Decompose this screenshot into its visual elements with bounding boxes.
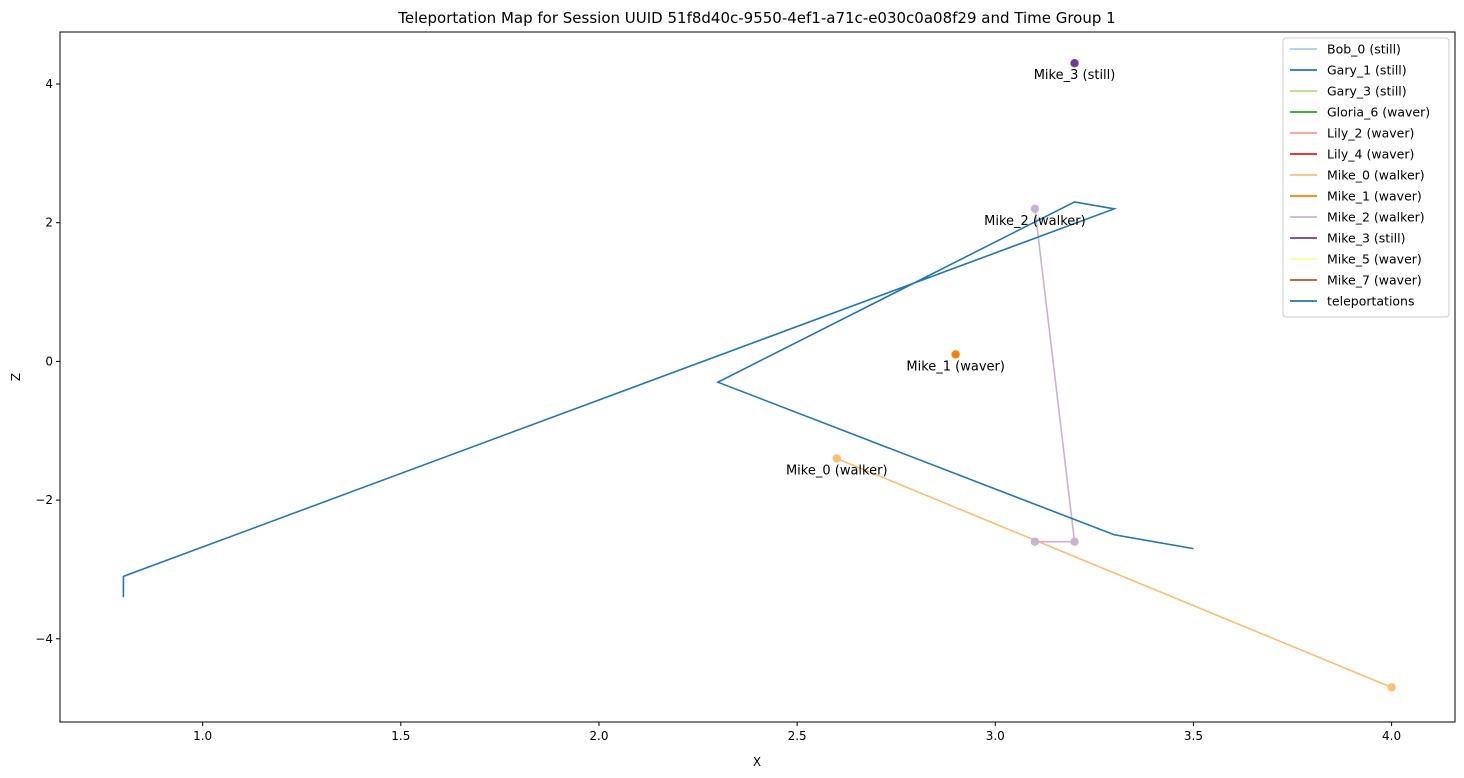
x-tick-label: 2.5 (788, 729, 807, 743)
point-annotation-mike-3-still: Mike_3 (still) (1034, 68, 1116, 83)
y-tick-label: 4 (45, 77, 53, 91)
data-point-mike-1-waver (951, 350, 960, 359)
x-axis-ticks: 1.0 1.5 2.0 2.5 3.0 3.5 4.0 (193, 722, 1401, 743)
x-tick-label: 2.0 (589, 729, 608, 743)
series-line-mike-0-walker (836, 457, 1392, 689)
data-point-mike-0-walker (832, 454, 841, 463)
series-line-mike-2-walker (1034, 208, 1076, 543)
legend-entry-gloria-6-waver: Gloria_6 (waver) (1327, 105, 1430, 120)
legend-entry-mike-2-walker: Mike_2 (walker) (1327, 210, 1425, 225)
legend-entry-mike-0-walker: Mike_0 (walker) (1327, 168, 1425, 183)
y-tick-label: 2 (45, 216, 53, 230)
legend-entry-teleportations: teleportations (1327, 294, 1415, 309)
x-axis-label: X (753, 755, 761, 769)
y-tick-label: 0 (45, 354, 53, 368)
x-tick-label: 3.0 (986, 729, 1005, 743)
legend-entry-gary-1-still: Gary_1 (still) (1327, 63, 1407, 78)
legend: Bob_0 (still) Gary_1 (still) Gary_3 (still… (1282, 37, 1450, 318)
legend-entry-lily-2-waver: Lily_2 (waver) (1327, 126, 1414, 141)
x-tick-label: 4.0 (1382, 729, 1401, 743)
legend-entry-mike-1-waver: Mike_1 (waver) (1327, 189, 1422, 204)
point-annotation-mike-2-walker: Mike_2 (walker) (984, 214, 1086, 229)
point-annotation-mike-1-waver: Mike_1 (waver) (906, 359, 1005, 374)
plot-area: Mike_0 (walker) Mike_1 (waver) Mike_2 (wal… (122, 59, 1396, 692)
data-point-mike-2-walker (1030, 204, 1040, 214)
data-point-mike-2-walker (1030, 537, 1040, 546)
plot-frame (59, 31, 1456, 723)
y-tick-label: −2 (35, 493, 53, 507)
legend-entry-mike-5-waver: Mike_5 (waver) (1327, 252, 1422, 267)
data-point-mike-0-walker (1387, 683, 1396, 692)
legend-box (1282, 37, 1450, 318)
y-axis-label: Z (9, 373, 23, 381)
legend-entry-mike-7-waver: Mike_7 (waver) (1327, 273, 1422, 288)
legend-entry-lily-4-waver: Lily_4 (waver) (1327, 147, 1414, 162)
data-point-mike-2-walker (1070, 537, 1079, 546)
chart-title: Teleportation Map for Session UUID 51f8d… (397, 9, 1115, 27)
y-tick-label: −4 (35, 632, 53, 646)
data-point-mike-3-still (1070, 59, 1079, 68)
legend-entry-mike-3-still: Mike_3 (still) (1327, 231, 1406, 246)
x-tick-label: 3.5 (1184, 729, 1203, 743)
series-line-teleportations (122, 201, 1194, 598)
legend-entry-gary-3-still: Gary_3 (still) (1327, 84, 1407, 99)
y-axis-ticks: 4 2 0 −2 −4 (35, 77, 60, 646)
legend-entry-bob-0-still: Bob_0 (still) (1327, 42, 1401, 57)
point-annotation-mike-0-walker: Mike_0 (walker) (786, 463, 888, 478)
x-tick-label: 1.5 (391, 729, 410, 743)
x-tick-label: 1.0 (193, 729, 212, 743)
